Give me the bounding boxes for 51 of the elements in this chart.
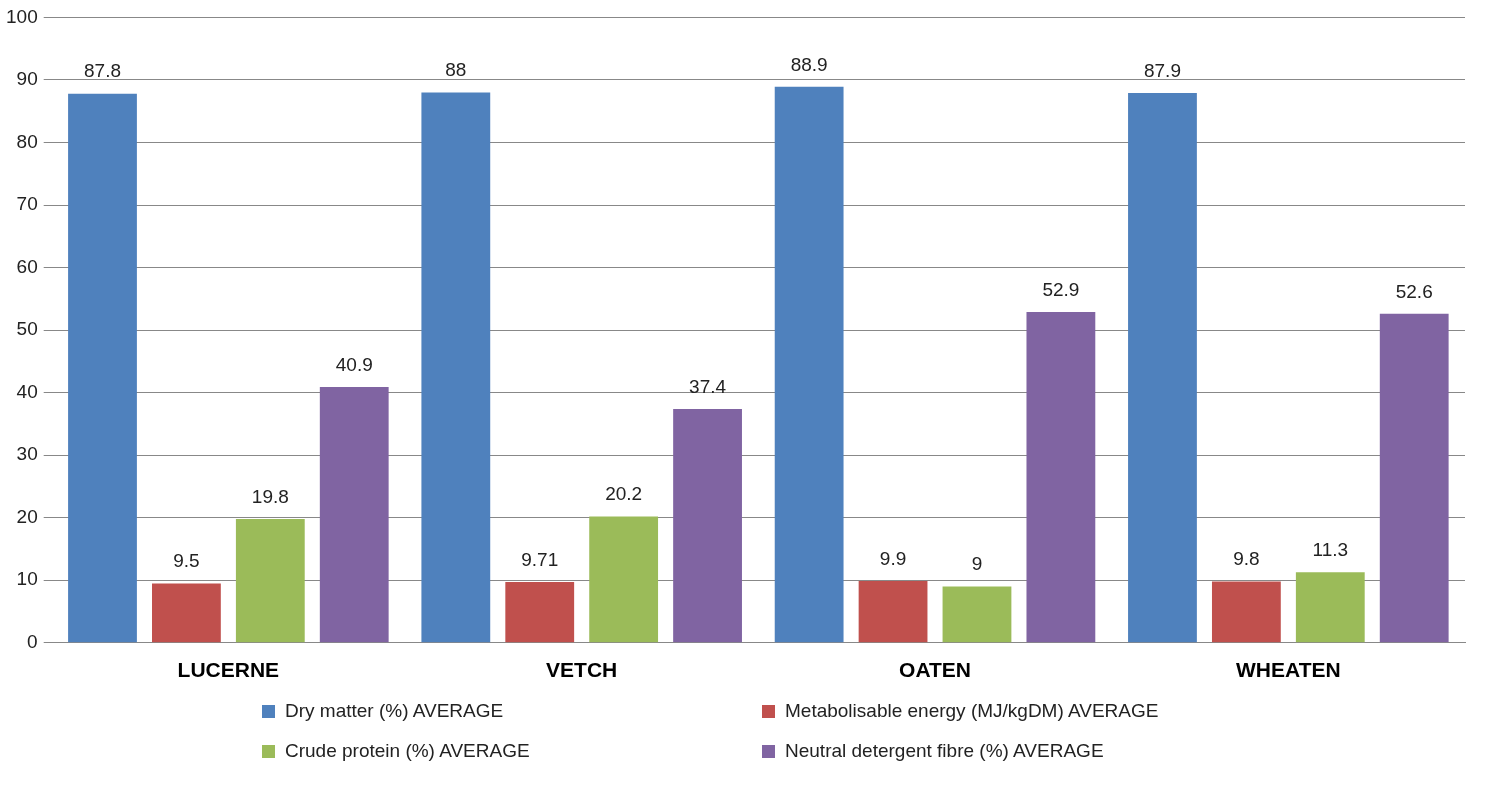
y-tick-label: 40 [16, 380, 38, 402]
data-label: 9.5 [173, 550, 200, 572]
bar [589, 516, 659, 643]
bar [1379, 313, 1449, 643]
data-label: 19.8 [251, 485, 289, 507]
legend-label: Metabolisable energy (MJ/kgDM) AVERAGE [785, 700, 1159, 722]
bar [1026, 311, 1096, 643]
y-tick-label: 20 [16, 505, 38, 527]
data-label: 87.9 [1143, 59, 1181, 81]
bar [1128, 93, 1197, 643]
data-label: 88.9 [790, 53, 828, 75]
y-tick-label: 10 [16, 568, 38, 590]
legend-label: Neutral detergent fibre (%) AVERAGE [785, 740, 1104, 762]
y-tick-label: 70 [16, 193, 38, 215]
data-label: 9.9 [879, 547, 907, 569]
bar [421, 92, 491, 643]
y-tick-label: 0 [27, 631, 38, 653]
data-label: 52.6 [1395, 280, 1433, 302]
y-tick-label: 80 [16, 130, 38, 152]
y-tick-label: 90 [16, 68, 38, 90]
y-tick-label: 100 [6, 5, 38, 27]
bar [942, 586, 1012, 643]
data-label: 11.3 [1312, 538, 1349, 560]
y-tick-label: 30 [16, 443, 38, 465]
x-tick-label: VETCH [546, 658, 618, 682]
bar [858, 580, 928, 643]
bar [319, 387, 389, 643]
data-label: 9.8 [1233, 548, 1260, 570]
bar [235, 518, 305, 643]
bar [774, 86, 844, 643]
x-tick-label: OATEN [899, 658, 971, 682]
bar [505, 582, 575, 643]
data-label: 37.4 [689, 375, 727, 397]
data-label: 40.9 [335, 353, 373, 375]
y-tick-label: 60 [16, 255, 38, 277]
x-tick-label: WHEATEN [1236, 658, 1341, 682]
legend-label: Dry matter (%) AVERAGE [285, 700, 504, 722]
data-label: 88 [445, 59, 467, 81]
x-tick-label: LUCERNE [177, 658, 280, 682]
bar [1295, 572, 1365, 643]
data-label: 9 [971, 553, 983, 575]
legend-label: Crude protein (%) AVERAGE [285, 740, 530, 762]
data-label: 20.2 [605, 483, 643, 505]
bar [68, 93, 137, 643]
bar [673, 408, 742, 643]
data-label: 87.8 [84, 60, 121, 82]
y-tick-label: 50 [16, 318, 38, 340]
bar [1211, 581, 1281, 643]
data-label: 9.71 [521, 548, 559, 570]
bar [152, 583, 221, 643]
data-label: 52.9 [1042, 278, 1080, 300]
